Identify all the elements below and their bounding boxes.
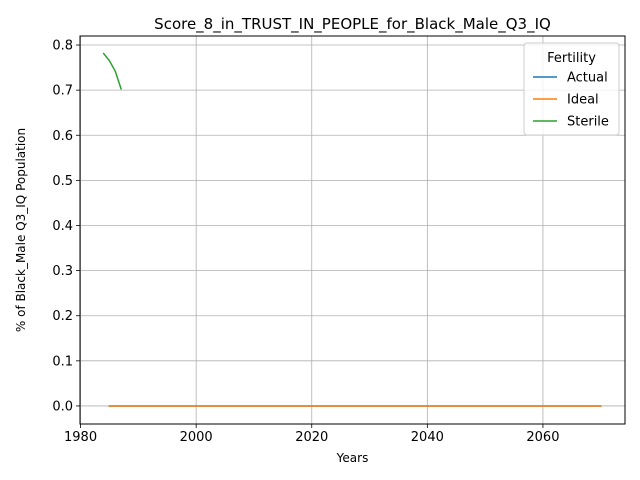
axis-ticks: 1980 2000 2020 2040 2060 0.0 0.1 0.2 0.3 0.4 0.5 0.… xyxy=(52,39,559,445)
legend-label: Actual xyxy=(567,71,608,86)
y-tick-label: 0.5 xyxy=(52,174,73,189)
y-tick-label: 0.2 xyxy=(52,309,73,324)
legend: Fertility Actual Ideal Sterile xyxy=(523,42,620,136)
series-lines xyxy=(102,52,602,407)
x-tick-label: 2000 xyxy=(180,430,213,445)
legend-label: Ideal xyxy=(567,93,599,108)
y-axis-label: % of Black_Male Q3_IQ Population xyxy=(14,128,28,332)
legend-label: Sterile xyxy=(567,115,609,130)
y-tick-label: 0.0 xyxy=(52,399,73,414)
y-tick-label: 0.6 xyxy=(52,129,73,144)
y-tick-label: 0.8 xyxy=(52,39,73,54)
x-tick-label: 1980 xyxy=(64,430,97,445)
y-tick-label: 0.7 xyxy=(52,84,73,99)
x-tick-label: 2020 xyxy=(295,430,328,445)
legend-items: Actual Ideal Sterile xyxy=(533,71,609,130)
y-tick-label: 0.4 xyxy=(52,219,73,234)
x-axis-label: Years xyxy=(336,451,369,465)
grid xyxy=(80,36,625,424)
series-line-sterile xyxy=(102,52,122,90)
x-tick-label: 2040 xyxy=(411,430,444,445)
x-tick-label: 2060 xyxy=(526,430,559,445)
chart-title: Score_8_in_TRUST_IN_PEOPLE_for_Black_Mal… xyxy=(154,15,551,34)
plot-frame xyxy=(79,35,626,425)
legend-box xyxy=(523,42,620,136)
y-tick-label: 0.1 xyxy=(52,354,73,369)
legend-title: Fertility xyxy=(547,51,596,66)
y-tick-label: 0.3 xyxy=(52,264,73,279)
